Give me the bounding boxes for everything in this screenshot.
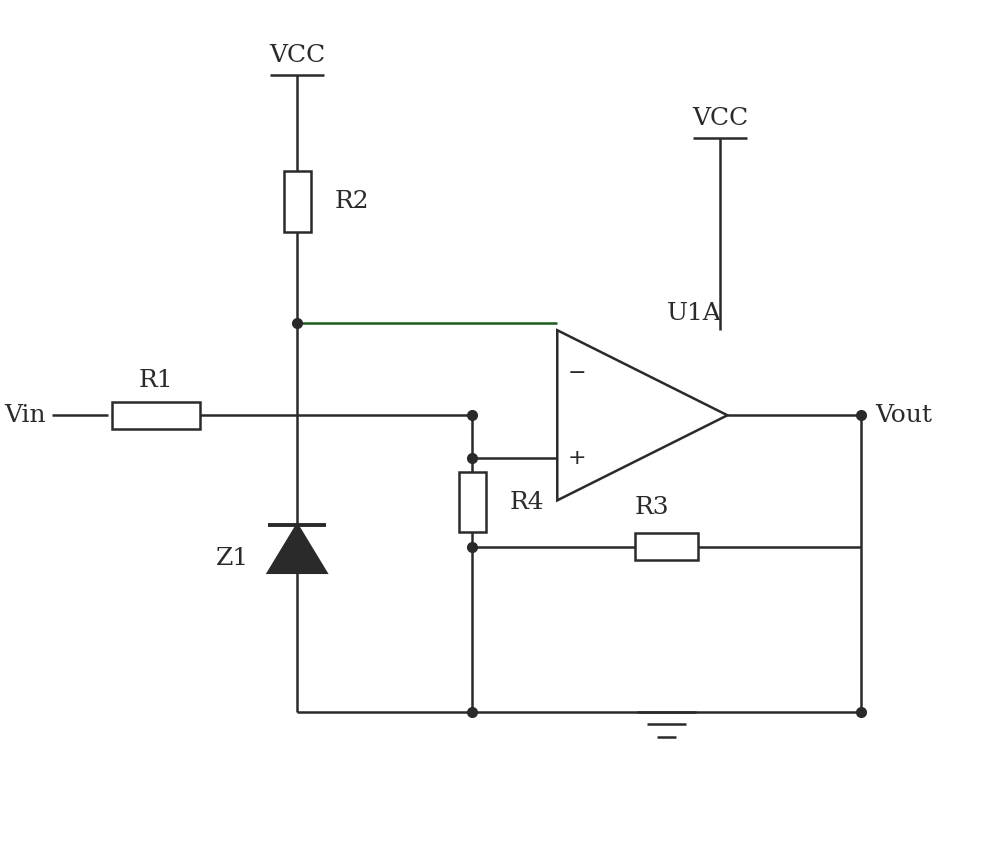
- Text: VCC: VCC: [269, 44, 325, 67]
- Bar: [284, 171, 311, 231]
- Bar: [112, 402, 200, 429]
- Text: R2: R2: [334, 190, 369, 212]
- Polygon shape: [268, 524, 326, 573]
- Text: −: −: [567, 363, 586, 382]
- Text: R3: R3: [635, 496, 669, 519]
- Text: U1A: U1A: [667, 303, 722, 326]
- Text: Vin: Vin: [5, 404, 46, 427]
- Text: +: +: [567, 448, 586, 468]
- Text: R4: R4: [509, 490, 544, 513]
- Text: VCC: VCC: [692, 107, 748, 130]
- Text: Z1: Z1: [215, 547, 249, 570]
- Bar: [459, 472, 486, 532]
- Text: R1: R1: [139, 369, 173, 392]
- Text: Vout: Vout: [876, 404, 933, 427]
- Bar: [635, 533, 698, 560]
